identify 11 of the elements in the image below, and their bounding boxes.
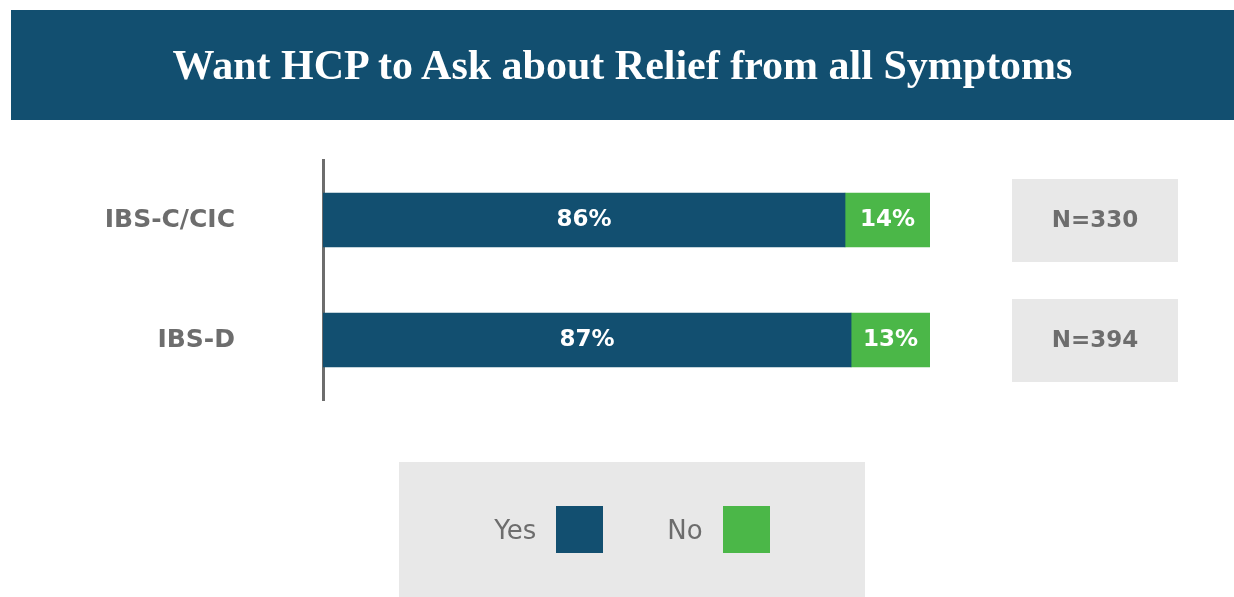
chart-title: Want HCP to Ask about Relief from all Symptoms xyxy=(11,10,1234,120)
y-tick-label: IBS-C/CIC xyxy=(104,203,235,233)
data-label: 87% xyxy=(559,324,615,351)
text: N=394 xyxy=(1051,325,1139,352)
data-label: 14% xyxy=(859,204,916,231)
legend-label: No xyxy=(667,514,703,545)
text: N=330 xyxy=(1051,205,1139,232)
data-label: 86% xyxy=(556,204,612,231)
y-tick-label: IBS-D xyxy=(157,323,235,353)
legend-label: Yes xyxy=(494,514,537,545)
data-label: 13% xyxy=(863,324,919,351)
